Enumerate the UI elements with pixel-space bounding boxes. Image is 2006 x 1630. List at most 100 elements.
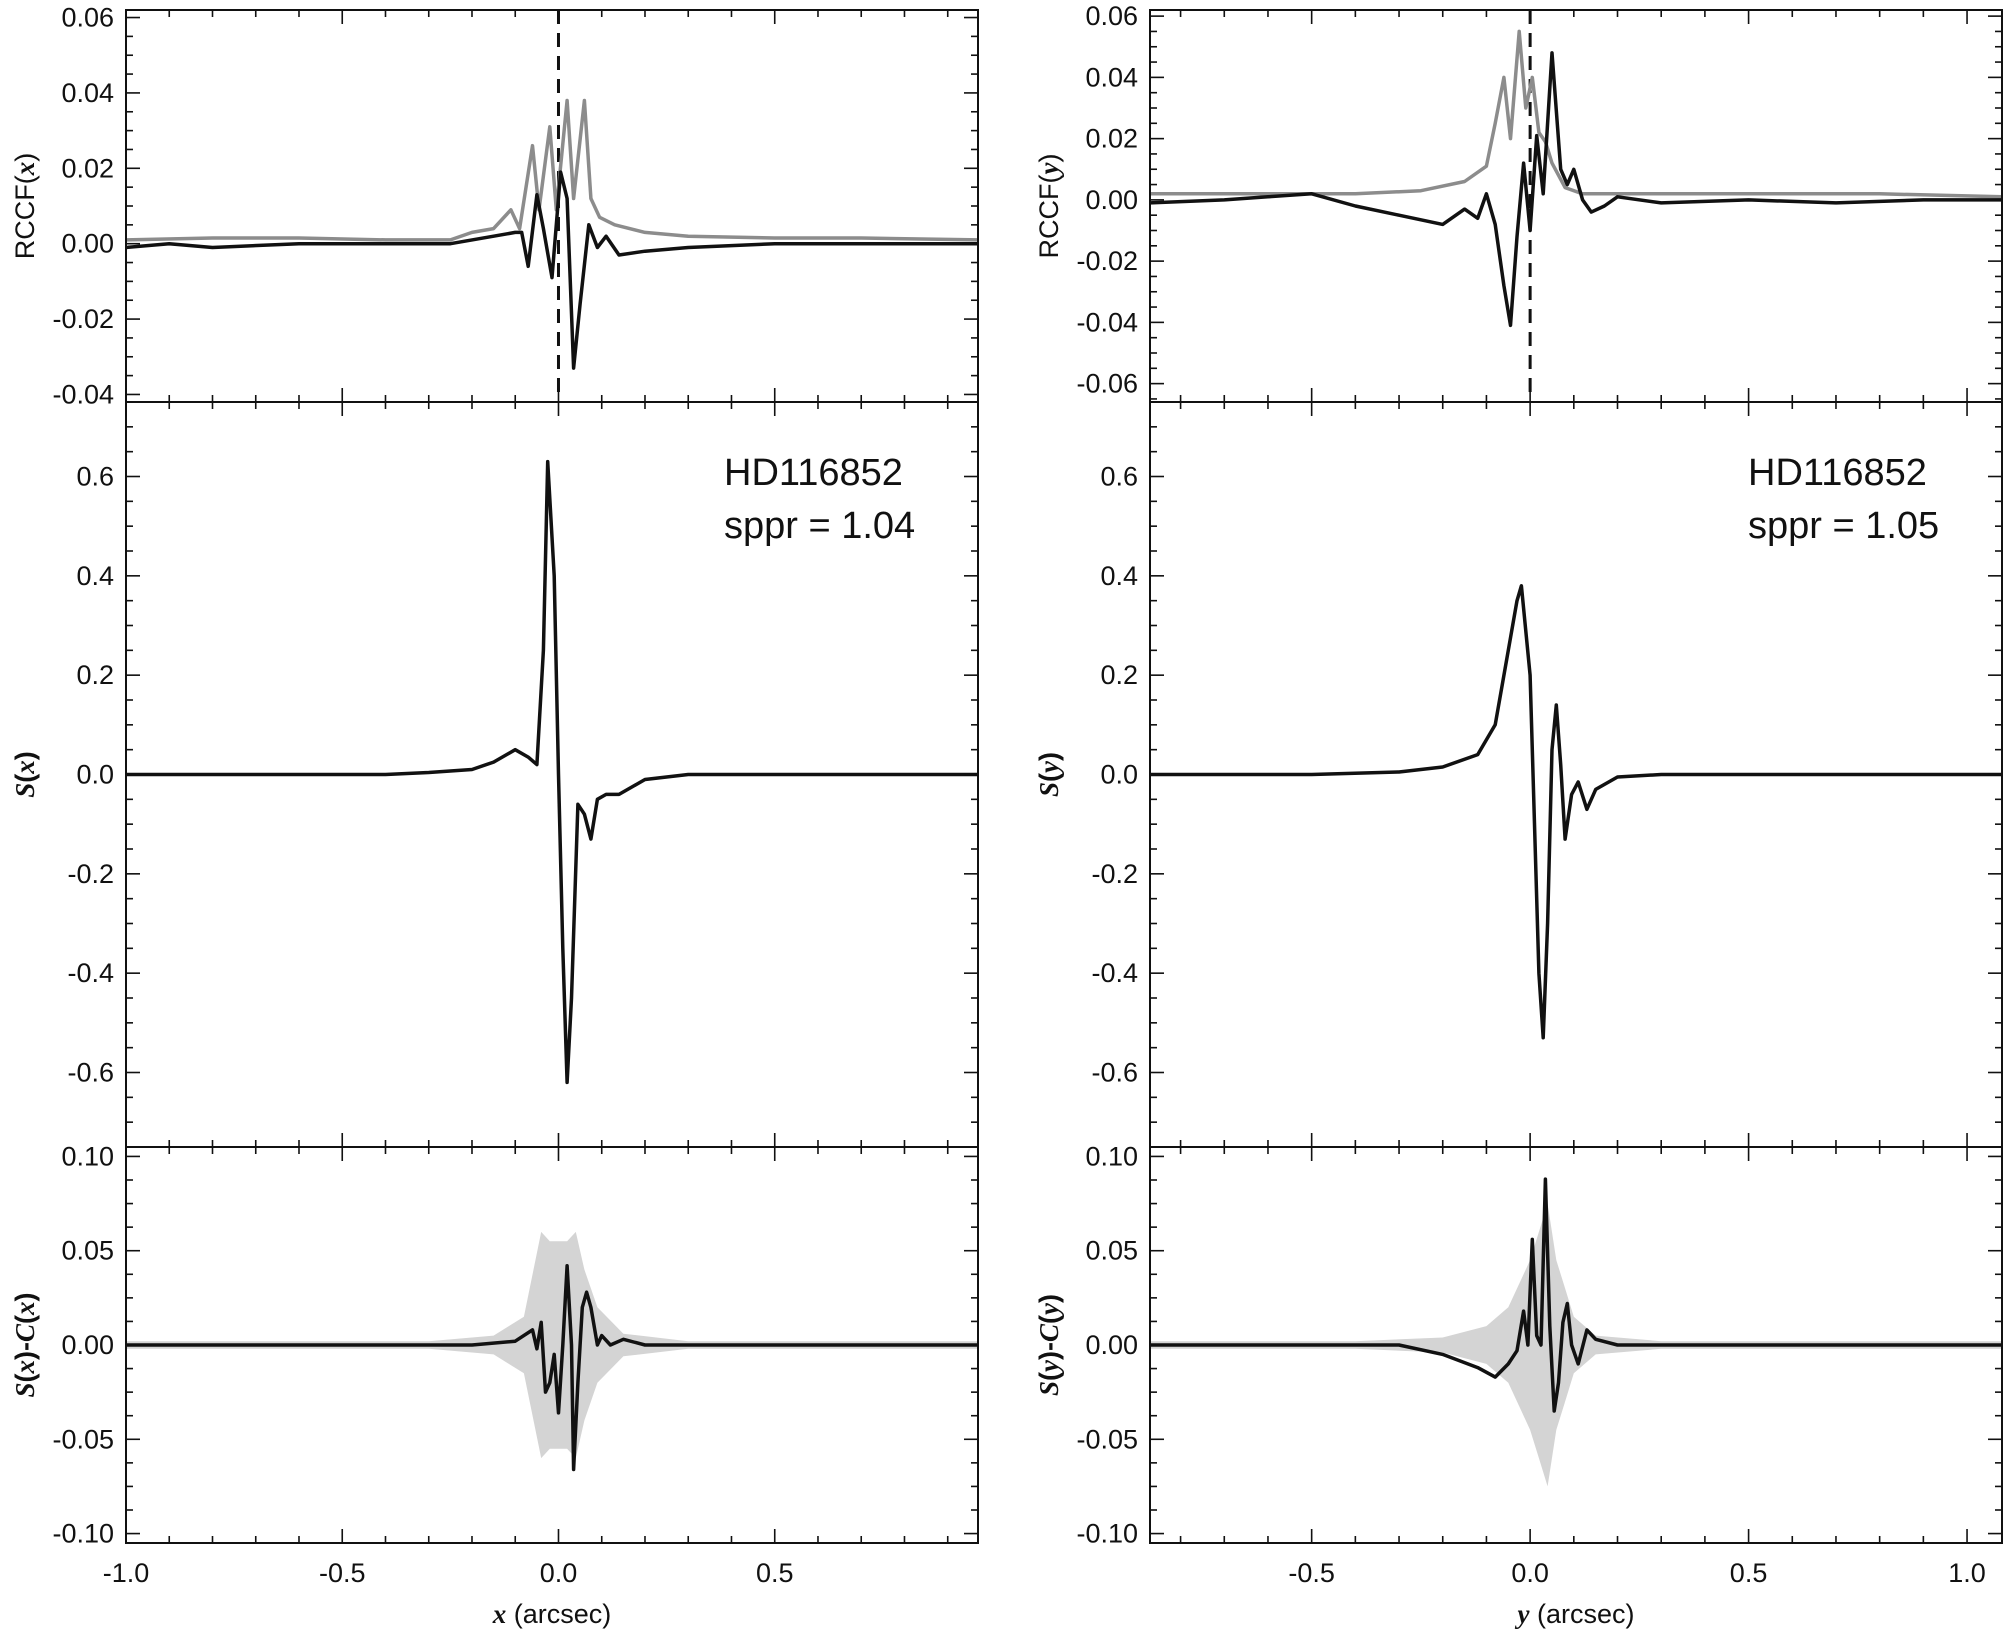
x-tick-label: 0.5 — [1730, 1558, 1768, 1588]
y-tick-label: -0.04 — [1076, 307, 1138, 337]
y-tick-label: -0.02 — [52, 304, 114, 334]
series-line-0 — [126, 459, 978, 1085]
y-axis-label-part: ( — [1034, 773, 1064, 782]
series-line-1 — [1150, 51, 2002, 328]
y-tick-label: -0.6 — [67, 1058, 114, 1088]
y-tick-label: -0.02 — [1076, 246, 1138, 276]
y-axis-label-part: ( — [1034, 1372, 1064, 1381]
y-tick-label: 0.4 — [76, 561, 114, 591]
panel-s-y: -0.6 -0.4 -0.2 0.0 0.2 0.4 0.6 S(y) — [1034, 401, 2003, 1148]
x-axis-label: x (arcsec) — [492, 1599, 612, 1629]
y-axis-label-part: S — [1034, 782, 1064, 797]
y-tick-label: -0.10 — [52, 1519, 114, 1549]
x-tick-label: -0.5 — [1288, 1558, 1335, 1588]
y-tick-label: -0.4 — [1091, 958, 1138, 988]
y-tick-label: -0.4 — [67, 958, 114, 988]
y-axis-label: S(y) — [1034, 752, 1064, 797]
y-tick-label: 0.00 — [61, 229, 114, 259]
y-axis-label-part: ( — [10, 1373, 40, 1382]
y-axis-label: RCCF(y) — [1034, 154, 1064, 259]
y-tick-label: -0.04 — [52, 379, 114, 409]
y-tick-label: 0.4 — [1100, 561, 1138, 591]
y-tick-label: 0.05 — [61, 1236, 114, 1266]
y-tick-label: -0.10 — [1076, 1519, 1138, 1549]
y-tick-label: -0.05 — [52, 1424, 114, 1454]
series-line-0 — [1150, 1177, 2002, 1413]
uncertainty-band — [126, 1231, 978, 1459]
y-tick-label: 0.00 — [1085, 1330, 1138, 1360]
y-tick-label: -0.05 — [1076, 1424, 1138, 1454]
y-axis-label: S(x) — [10, 751, 40, 798]
y-tick-label: -0.6 — [1091, 1058, 1138, 1088]
x-tick-label: 0.0 — [1511, 1558, 1549, 1588]
y-axis-label-part: ( — [1034, 1315, 1064, 1324]
y-axis-label-part: x — [10, 162, 40, 177]
x-axis-label-part: (arcsec) — [506, 1599, 611, 1629]
series-line-0 — [126, 1264, 978, 1472]
y-axis-label-part: S — [10, 1382, 40, 1397]
y-axis-label-part: )- — [1034, 1342, 1064, 1360]
x-tick-label: 0.5 — [756, 1558, 794, 1588]
y-axis-label-part: x — [10, 760, 40, 775]
y-axis-label-part: C — [1034, 1323, 1064, 1342]
series-line-0 — [1150, 584, 2002, 1040]
y-axis-label-part: ( — [10, 1315, 40, 1324]
x-tick-label: -1.0 — [103, 1558, 150, 1588]
y-tick-label: 0.0 — [1100, 760, 1138, 790]
y-axis-label-part: ) — [10, 751, 40, 760]
y-axis-label-part: ) — [10, 153, 40, 162]
y-tick-label: 0.2 — [76, 660, 114, 690]
y-tick-label: -0.2 — [1091, 859, 1138, 889]
series-line-0 — [1150, 29, 2002, 199]
y-axis-label-part: ) — [1034, 154, 1064, 163]
x-tick-label: 0.0 — [540, 1558, 578, 1588]
y-tick-label: 0.02 — [1085, 124, 1138, 154]
annotation-star-right: HD116852 — [1748, 452, 1927, 494]
y-tick-label: 0.04 — [61, 78, 114, 108]
y-tick-label: 0.10 — [61, 1141, 114, 1171]
y-axis-label-part: S — [10, 783, 40, 798]
panel-rccf-y: -0.06 -0.04 -0.02 0.00 0.02 0.04 0.06 RCCF(y) — [1034, 1, 2003, 403]
y-axis-label-part: RCCF( — [1034, 174, 1064, 258]
y-tick-label: 0.00 — [61, 1330, 114, 1360]
x-axis-label-part: x — [492, 1599, 507, 1629]
y-tick-label: 0.10 — [1085, 1141, 1138, 1171]
y-axis-label-part: y — [1034, 162, 1064, 178]
y-axis-label-part: y — [1034, 1302, 1064, 1318]
series-line-0 — [126, 98, 978, 242]
y-tick-label: 0.6 — [76, 462, 114, 492]
x-axis-label-part: (arcsec) — [1529, 1599, 1634, 1629]
y-tick-label: 0.04 — [1085, 62, 1138, 92]
y-axis-label: S(x)-C(x) — [10, 1292, 40, 1397]
annotation-sppr-right: sppr = 1.05 — [1748, 505, 1939, 547]
y-tick-label: 0.02 — [61, 153, 114, 183]
x-axis-label-part: y — [1515, 1599, 1531, 1629]
y-axis-label-part: ) — [1034, 752, 1064, 761]
y-axis-label-part: ) — [1034, 1294, 1064, 1303]
y-axis-label-part: C — [10, 1323, 40, 1342]
x-tick-label: -0.5 — [319, 1558, 366, 1588]
y-tick-label: 0.2 — [1100, 660, 1138, 690]
y-axis-label-part: ( — [10, 774, 40, 783]
y-tick-label: -0.06 — [1076, 369, 1138, 399]
y-axis-label: RCCF(x) — [10, 153, 40, 259]
panel-res-y: -0.10-0.050.000.050.10-0.5 0.0 0.5 1.0S(y)-… — [1034, 1141, 2003, 1629]
y-tick-label: 0.06 — [1085, 1, 1138, 31]
y-axis-label-part: ) — [10, 1292, 40, 1301]
y-axis-label-part: )- — [10, 1342, 40, 1360]
y-axis-label-part: x — [10, 1301, 40, 1316]
x-axis-label: y (arcsec) — [1515, 1599, 1635, 1629]
plot-frame — [125, 9, 979, 403]
y-axis-label-part: x — [10, 1360, 40, 1375]
y-tick-label: 0.6 — [1100, 462, 1138, 492]
panel-res-x: -0.10-0.050.000.050.10-1.0 -0.5 0.0 0.5S(x)… — [10, 1141, 979, 1629]
series-line-1 — [126, 170, 978, 370]
y-axis-label-part: y — [1034, 1359, 1064, 1375]
y-tick-label: 0.0 — [76, 760, 114, 790]
y-tick-label: 0.00 — [1085, 185, 1138, 215]
plot-frame — [1149, 9, 2003, 403]
y-axis-label-part: y — [1034, 760, 1064, 776]
x-tick-label: 1.0 — [1948, 1558, 1986, 1588]
y-axis-label-part: S — [1034, 1381, 1064, 1396]
